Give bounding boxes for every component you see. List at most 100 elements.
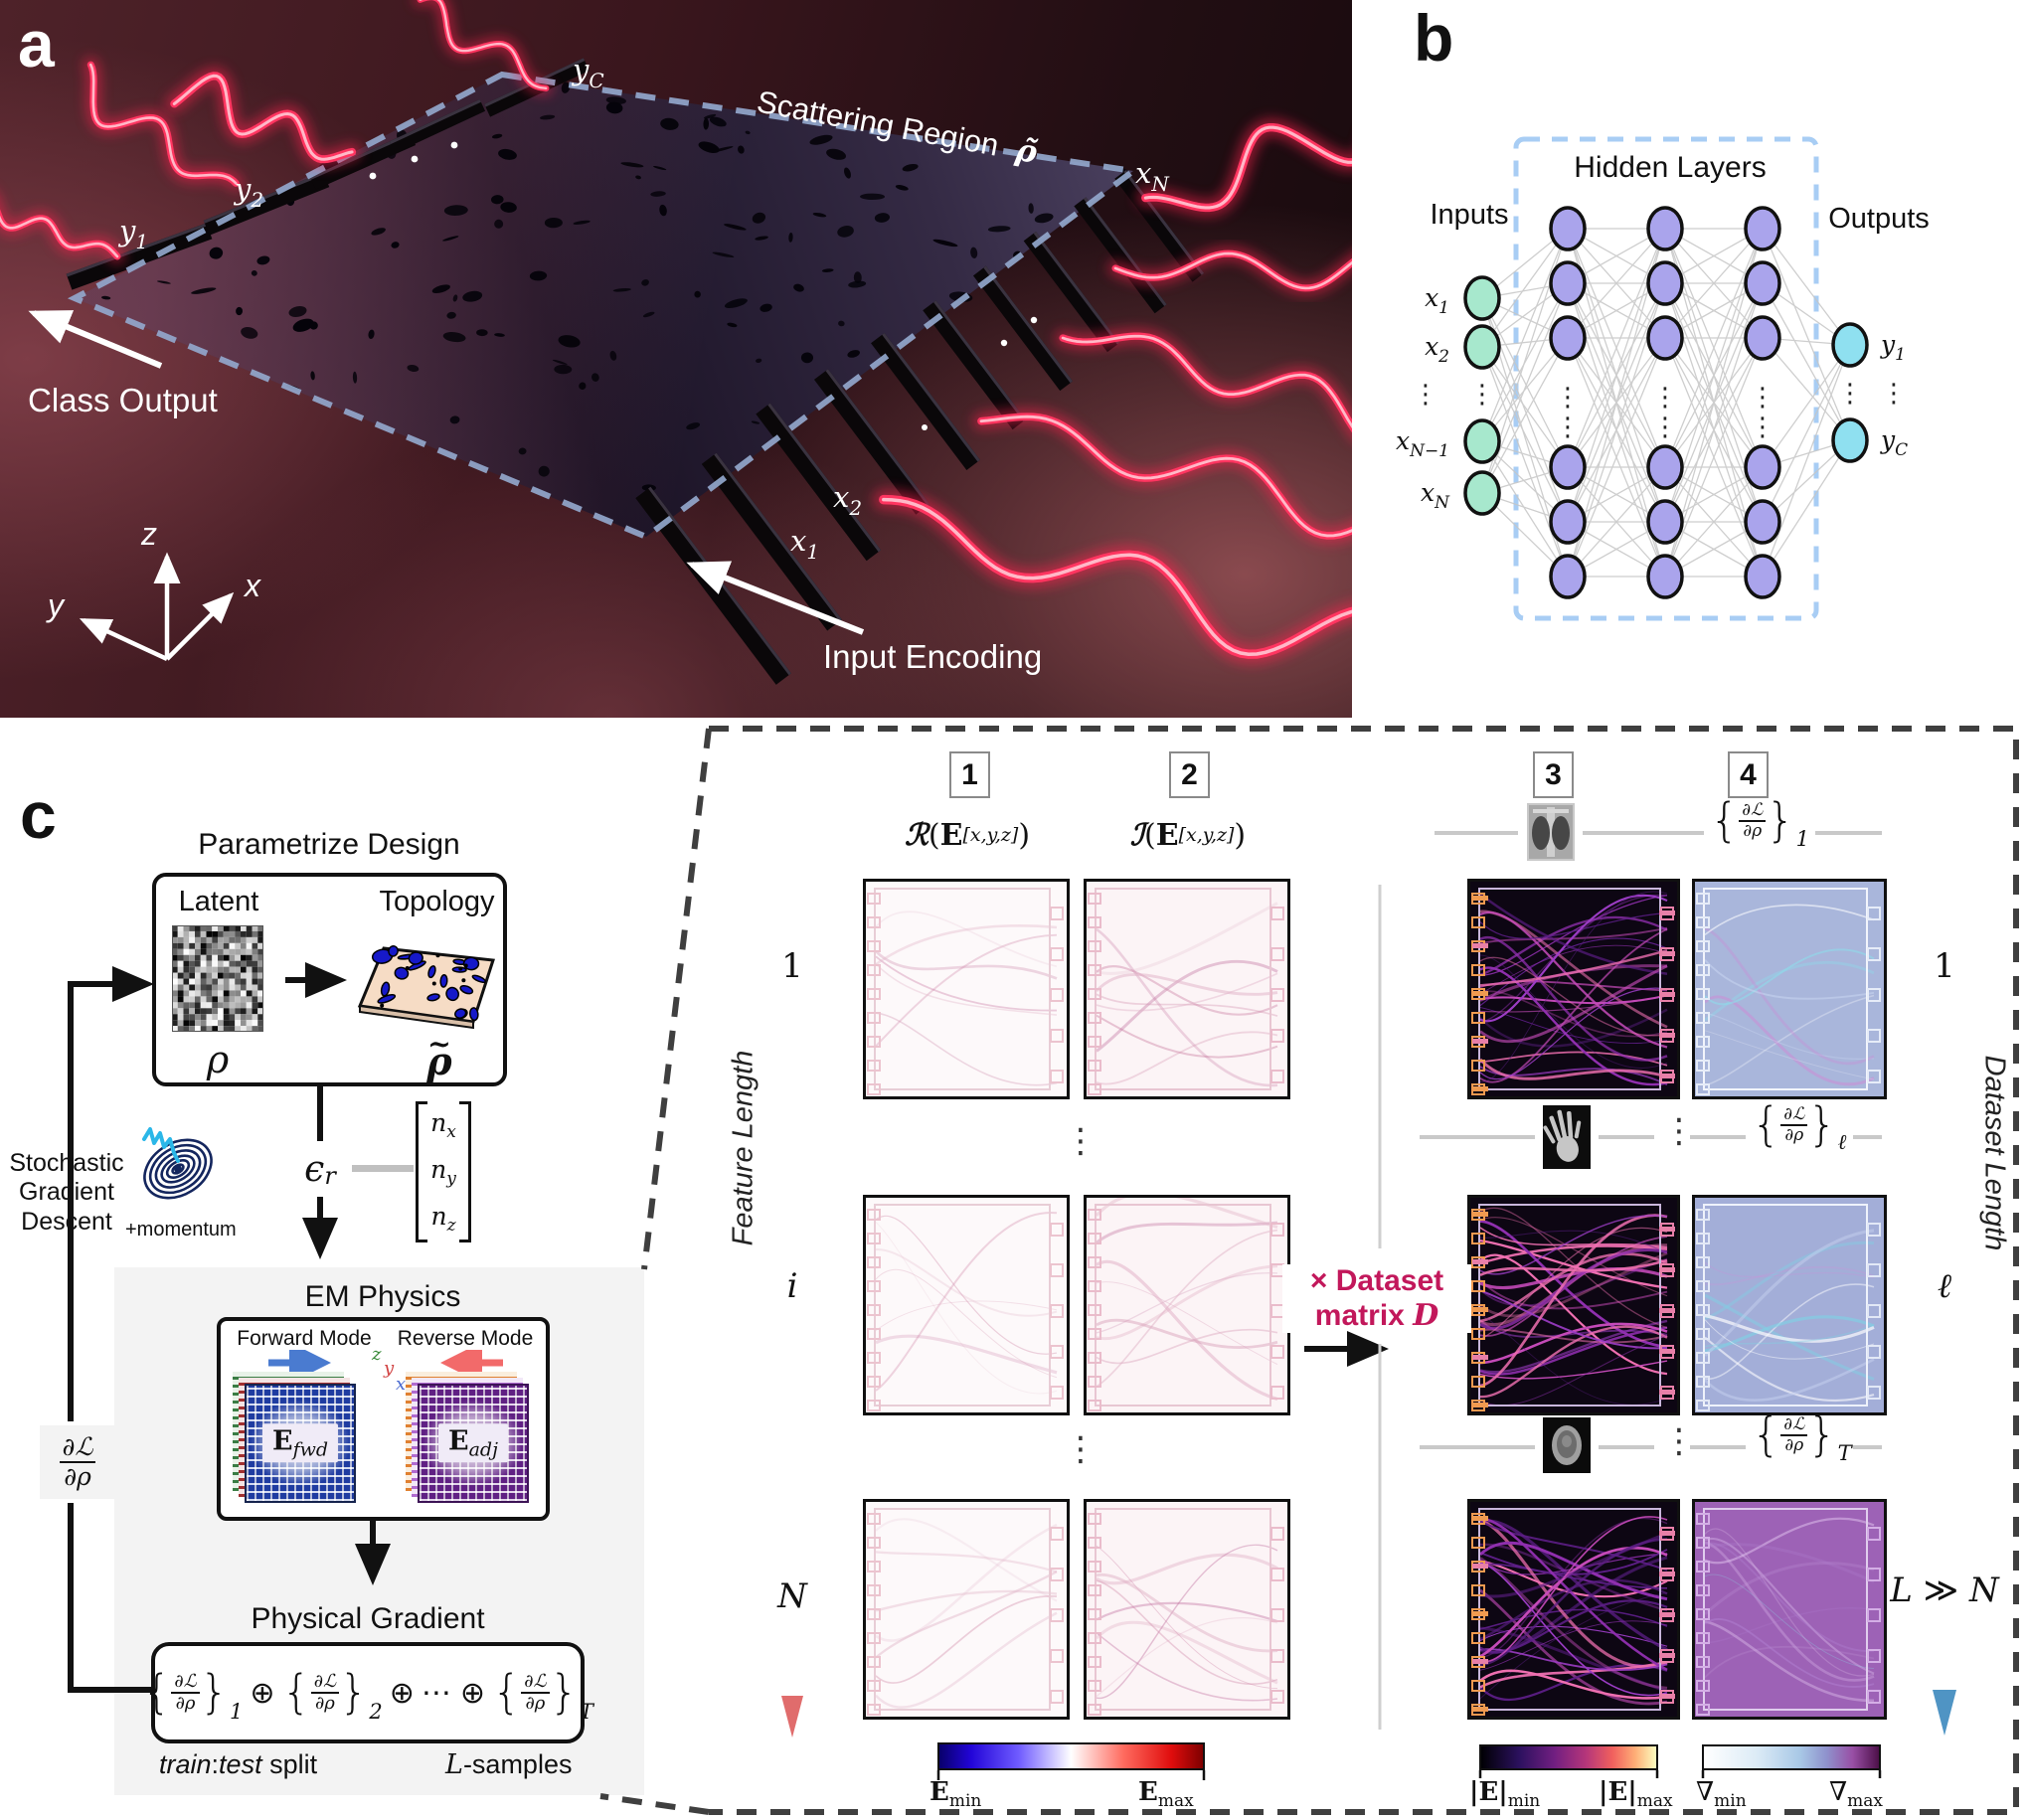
- svg-text:⋮: ⋮: [1750, 383, 1775, 413]
- dataset-axis-arrowhead: [1933, 1690, 1956, 1736]
- port-label-xN: xN: [1135, 156, 1170, 196]
- em-axis-y: y: [384, 1358, 395, 1379]
- field-plot-row3-col3: [1467, 1499, 1680, 1720]
- axis-x-label: x: [243, 568, 261, 603]
- oplus-1: ⊕: [250, 1676, 275, 1710]
- re-field-header: ℛ(E [x,y,z]): [904, 817, 1031, 853]
- field-plot-row1-col4: [1692, 879, 1887, 1099]
- port-label-x2: x2: [833, 480, 862, 520]
- cdots: ⋯: [421, 1676, 453, 1710]
- hidden-node: [1744, 444, 1781, 490]
- tilde-accent: ~: [427, 1026, 451, 1061]
- axis-y-label: y: [46, 587, 66, 623]
- em-axis-z: z: [372, 1344, 382, 1365]
- svg-text:x2: x2: [1425, 332, 1449, 367]
- class-output-arrow: [28, 310, 163, 369]
- epsilon-link-line: [352, 1165, 414, 1172]
- svg-text:⋮: ⋮: [1652, 413, 1678, 442]
- field-plot-row3-col1: [863, 1499, 1070, 1720]
- scattering-boundary-dashed: [67, 71, 1141, 541]
- parametrize-title: Parametrize Design: [198, 828, 460, 861]
- grad-label-l: { ∂ℒ ∂ρ } ℓ: [1752, 1097, 1847, 1155]
- feature-axis-1: 1: [781, 946, 803, 986]
- momentum-label: +momentum: [125, 1219, 237, 1241]
- field-plot-row2-col1: [863, 1195, 1070, 1415]
- row-gap-dots-1: ⋮: [1064, 1121, 1098, 1161]
- coordinate-axes: [79, 552, 235, 662]
- input-node: [1463, 470, 1501, 516]
- colorbar-absE: [1479, 1744, 1658, 1770]
- colorbar-E-max: Emax: [1138, 1777, 1194, 1812]
- column-1-number: 1: [949, 751, 990, 798]
- eadj-field-image: Eadj: [418, 1384, 529, 1503]
- field-plot-row1-col1: [863, 879, 1070, 1099]
- hidden-node: [1744, 315, 1781, 361]
- field-plot-row3-col4: [1692, 1499, 1887, 1720]
- hidden-layers-title: Hidden Layers: [1574, 151, 1767, 184]
- waveguide-ports: [66, 58, 1205, 685]
- panel-a: z x y Scattering Region ρ̃ Class Output …: [0, 0, 1386, 718]
- link-line: [1599, 1445, 1654, 1449]
- outputs-label: Outputs: [1828, 203, 1930, 235]
- svg-text:yC: yC: [1880, 425, 1908, 460]
- field-plot-row1-col3: [1467, 879, 1680, 1099]
- hidden-node: [1549, 444, 1587, 490]
- port-ellipsis-dots: [369, 141, 1038, 430]
- latent-symbol: ρ: [206, 1038, 230, 1081]
- feature-axis-i: i: [786, 1266, 798, 1306]
- efwd-field-image: Efwd: [245, 1384, 356, 1503]
- icon-row-dots: ⋮: [1662, 1421, 1696, 1461]
- grad-term-1: { ∂ℒ ∂ρ } 1: [142, 1665, 244, 1725]
- sgd-label: Stochastic Gradient Descent: [4, 1149, 129, 1237]
- link-line: [1853, 1135, 1882, 1139]
- field-plot-row2-col3: [1467, 1195, 1680, 1415]
- xray-chest-icon: [1527, 803, 1575, 866]
- colorbar-grad-max: ∇max: [1829, 1777, 1883, 1812]
- inputs-label: Inputs: [1430, 199, 1509, 231]
- reverse-mode-label: Reverse Mode: [397, 1327, 534, 1350]
- hidden-node: [1744, 499, 1781, 545]
- hidden-node: [1646, 260, 1684, 306]
- grad-label-1: { ∂ℒ ∂ρ } 1: [1710, 793, 1809, 852]
- column-2-number: 2: [1169, 751, 1210, 798]
- colorbar-E: [937, 1742, 1205, 1770]
- loss-gradient-symbol: ∂ℒ ∂ρ: [40, 1425, 115, 1499]
- panel-a-label: a: [18, 7, 55, 81]
- feature-length-label: Feature Length: [727, 1050, 760, 1246]
- link-line: [1853, 1445, 1882, 1449]
- oplus-3: ⊕: [459, 1676, 485, 1710]
- im-field-header: ℐ(E [x,y,z]): [1129, 817, 1247, 853]
- svg-text:⋮: ⋮: [1837, 379, 1863, 409]
- hidden-node: [1549, 260, 1587, 306]
- hidden-node: [1744, 554, 1781, 599]
- svg-text:x1: x1: [1425, 283, 1449, 318]
- em-axis-x: x: [396, 1374, 407, 1395]
- mode-arrows: [268, 1350, 503, 1376]
- feature-axis-arrowhead: [781, 1696, 803, 1737]
- output-node: [1831, 322, 1869, 368]
- field-plot-row3-col2: [1084, 1499, 1290, 1720]
- field-plot-row2-col4: [1692, 1195, 1887, 1415]
- link-line: [1420, 1135, 1535, 1139]
- link-line: [1690, 1135, 1746, 1139]
- hidden-node: [1646, 315, 1684, 361]
- class-output-label: Class Output: [28, 382, 218, 418]
- link-line: [1599, 1135, 1654, 1139]
- svg-text:⋮: ⋮: [1881, 379, 1907, 409]
- port-label-x1: x1: [790, 524, 819, 564]
- panel-b: ⋮ ⋮ ⋮ ⋮ ⋮ ⋮ ⋮ ⋮ ⋮ ⋮ x1 x2 xN−1 xN y1 yC b Hidden Layers…: [1392, 0, 2027, 718]
- panel-b-label: b: [1414, 1, 1454, 75]
- column-3-number: 3: [1533, 751, 1574, 798]
- port-label-y1: y1: [117, 214, 148, 253]
- input-encoding-arrow: [686, 561, 865, 635]
- train-test-split-label: train:test split: [159, 1749, 318, 1779]
- colorbar-E-min: Emin: [929, 1777, 982, 1812]
- colorbar-absE-min: |E|min: [1469, 1777, 1541, 1812]
- panel-c-label: c: [20, 778, 57, 852]
- dataset-axis-l: ℓ: [1937, 1266, 1952, 1306]
- link-line: [1815, 831, 1882, 835]
- dataset-matrix-label: × Dataset matrix D: [1282, 1264, 1471, 1333]
- index-matrix: nx ny nz: [416, 1101, 471, 1242]
- output-node: [1831, 417, 1869, 463]
